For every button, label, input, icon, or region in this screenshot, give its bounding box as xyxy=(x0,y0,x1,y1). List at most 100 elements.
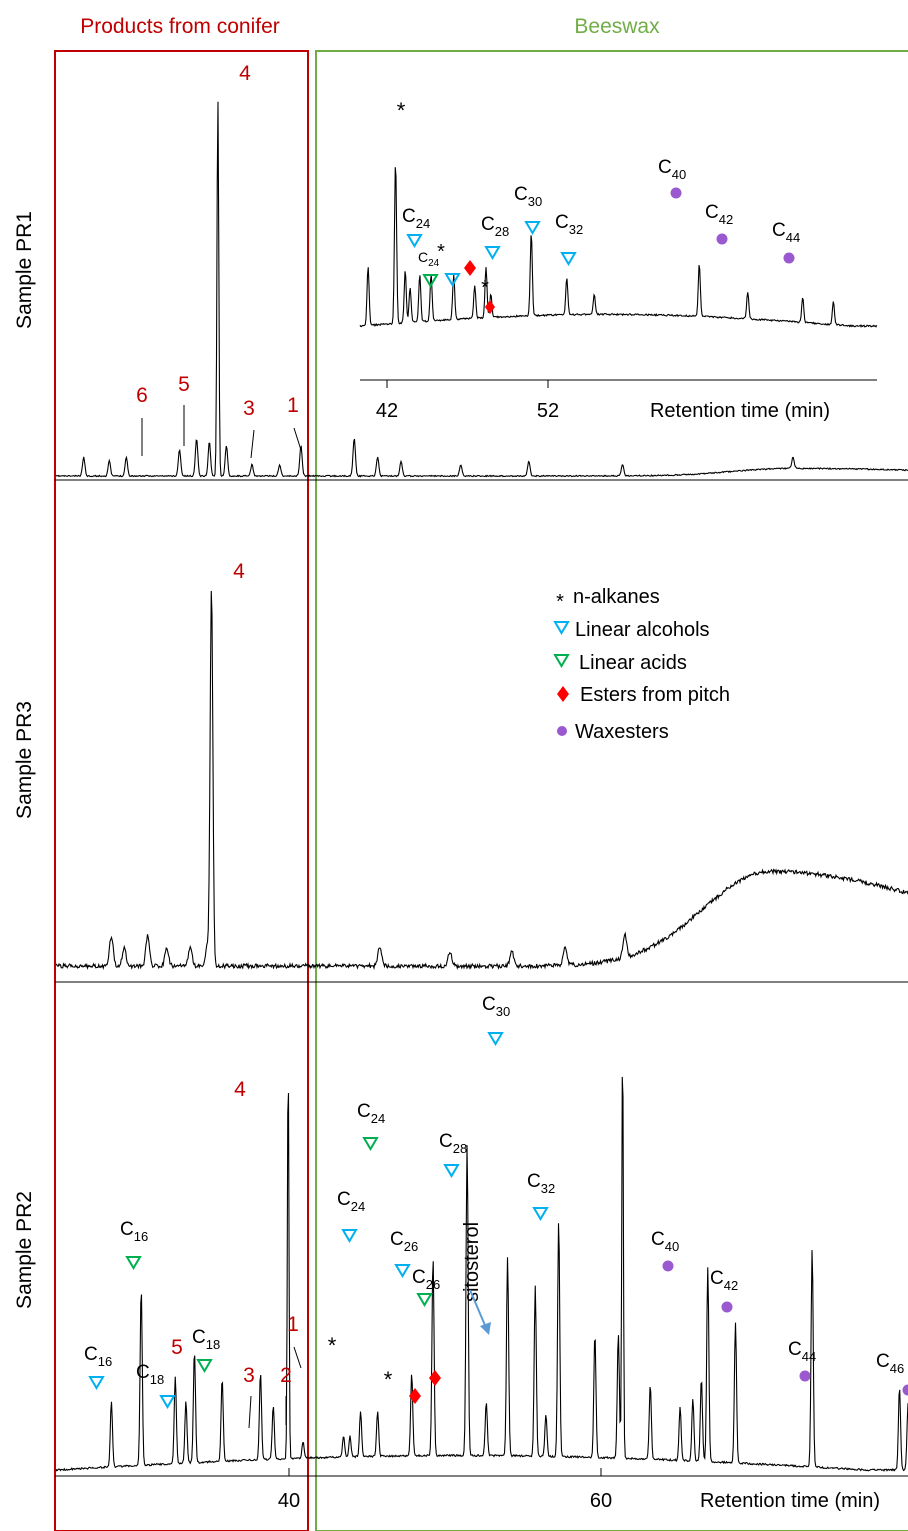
pr2-c18-alcohol-sub: 18 xyxy=(150,1372,164,1387)
pr1-peak-label-4: 4 xyxy=(239,62,251,85)
x-tick-label-60: 60 xyxy=(590,1490,612,1512)
pr2-c24-alcohol-sub: 24 xyxy=(351,1199,365,1214)
inset-c28-sub: 28 xyxy=(495,224,509,239)
pr2-c24-alcohol-label: C24 xyxy=(337,1189,365,1214)
pr2-c26-alcohol-label: C26 xyxy=(390,1229,418,1254)
pr2-c44-label: C44 xyxy=(788,1339,816,1364)
pr2-c30-marker xyxy=(487,1032,504,1046)
pr2-c40-label: C40 xyxy=(651,1229,679,1254)
pr2-c26-alcohol-marker xyxy=(394,1264,411,1278)
pr2-c46-label: C46 xyxy=(876,1351,904,1376)
pr2-c42-sub: 42 xyxy=(724,1278,738,1293)
pr2-c24-acid-label: C24 xyxy=(357,1101,385,1126)
pr1-peak-label-5: 5 xyxy=(178,373,190,396)
inset-annotations: * C24 * C24 * C28 C30 C32 C40 C42 C44 xyxy=(397,98,800,314)
pr2-c32-sub: 32 xyxy=(541,1181,555,1196)
pr1-peak-label-6: 6 xyxy=(136,384,148,407)
pr2-c40-marker xyxy=(662,1260,674,1272)
pr2-pitch-ester-marker-2 xyxy=(429,1370,441,1386)
pr2-c16-alcohol-sub: 16 xyxy=(98,1354,112,1369)
panel-label-pr1: Sample PR1 xyxy=(13,211,36,329)
panel-label-pr3: Sample PR3 xyxy=(13,701,36,819)
pr2-pointer-3 xyxy=(248,1395,252,1429)
pr2-c24-acid-marker xyxy=(362,1137,379,1151)
inset-c42-marker xyxy=(716,233,728,245)
pr2-c30-sub: 30 xyxy=(496,1004,510,1019)
pr2-c28-sub: 28 xyxy=(453,1141,467,1156)
pr2-peak-label-2: 2 xyxy=(280,1364,292,1387)
legend-alcohol-symbol xyxy=(553,621,570,635)
inset-c24-alcohol-marker xyxy=(406,234,423,248)
legend-alkane-label: n-alkanes xyxy=(573,586,660,608)
legend-acid-symbol xyxy=(553,654,570,668)
pr3-peak-label-4: 4 xyxy=(233,560,245,583)
inset-c30-sub: 30 xyxy=(528,194,542,209)
legend: * n-alkanes Linear alcohols Linear acids… xyxy=(553,586,730,743)
pr2-c32-label: C32 xyxy=(527,1171,555,1196)
inset-x-axis-title: Retention time (min) xyxy=(650,400,830,422)
inset-tick-label-42: 42 xyxy=(376,400,398,422)
legend-waxester-symbol xyxy=(557,726,567,736)
pr2-sitosterol-label: sitosterol xyxy=(461,1222,483,1302)
pr2-c28-marker xyxy=(443,1164,460,1178)
inset-c44-label: C44 xyxy=(772,220,800,245)
legend-pitch-label: Esters from pitch xyxy=(580,684,730,706)
beeswax-region-title: Beeswax xyxy=(574,15,660,38)
legend-alcohol-label: Linear alcohols xyxy=(575,619,710,641)
inset-c32-marker xyxy=(560,252,577,266)
legend-pitch-symbol xyxy=(557,686,569,702)
pr2-sitosterol-arrowhead xyxy=(480,1322,491,1335)
legend-alkane-symbol: * xyxy=(556,591,564,613)
inset-c28-label: C28 xyxy=(481,214,509,239)
pr2-c26-acid-sub: 26 xyxy=(426,1277,440,1292)
pr2-c18-acid-label: C18 xyxy=(192,1327,220,1352)
pr1-peak-label-3: 3 xyxy=(243,397,255,420)
inset-c40-marker xyxy=(670,187,682,199)
inset-c24-alcohol-label: C24 xyxy=(402,206,430,231)
inset-alkane-marker-2: * xyxy=(437,241,445,263)
pr2-c26-acid-label: C26 xyxy=(412,1267,440,1292)
inset-c32-sub: 32 xyxy=(569,222,583,237)
trace-sample-pr3 xyxy=(55,590,908,971)
trace-sample-pr1 xyxy=(55,101,908,478)
pr2-peak-label-4: 4 xyxy=(234,1078,246,1101)
legend-waxester-label: Waxesters xyxy=(575,721,669,743)
pr2-c16-acid-label: C16 xyxy=(120,1219,148,1244)
inset-c28-marker xyxy=(484,246,501,260)
pr2-annotations: 4 5 3 2 1 C16 C16 C18 C18 * C24 C24 * C2… xyxy=(84,994,908,1429)
pr2-c42-label: C42 xyxy=(710,1268,738,1293)
pr2-c26-alcohol-sub: 26 xyxy=(404,1239,418,1254)
inset-alkane-marker-3: * xyxy=(481,277,489,299)
inset-c44-marker xyxy=(783,252,795,264)
inset-c30-label: C30 xyxy=(514,184,542,209)
pr2-peak-label-3: 3 xyxy=(243,1364,255,1387)
inset-c44-sub: 44 xyxy=(786,230,800,245)
pr2-c30-label: C30 xyxy=(482,994,510,1019)
inset-c24-acid-sub: 24 xyxy=(428,258,440,269)
inset-c42-label: C42 xyxy=(705,202,733,227)
inset-c30-marker xyxy=(524,221,541,235)
pr2-c24-acid-sub: 24 xyxy=(371,1111,385,1126)
inset-c24-acid-marker xyxy=(422,274,439,288)
beeswax-region-box xyxy=(315,50,908,1531)
pr2-c24-alcohol-marker xyxy=(341,1229,358,1243)
pr1-pointer-3 xyxy=(250,429,255,459)
pr2-c16-acid-sub: 16 xyxy=(134,1229,148,1244)
inset-c42-sub: 42 xyxy=(719,212,733,227)
pr2-c18-alcohol-marker xyxy=(159,1395,176,1409)
pr2-c44-sub: 44 xyxy=(802,1349,816,1364)
inset-c40-sub: 40 xyxy=(672,167,686,182)
pr2-c16-alcohol-marker xyxy=(88,1376,105,1390)
legend-acid-label: Linear acids xyxy=(579,652,687,674)
trace-sample-pr1-inset xyxy=(359,167,878,328)
pr2-sitosterol-arrow xyxy=(469,1289,488,1331)
inset-c40-label: C40 xyxy=(658,157,686,182)
inset-c32-label: C32 xyxy=(555,212,583,237)
inset-alcohol-marker-2 xyxy=(444,273,461,287)
inset-alkane-marker-1: * xyxy=(397,98,406,123)
pr2-c44-marker xyxy=(799,1370,811,1382)
pr2-pitch-ester-marker-1 xyxy=(409,1388,421,1404)
pr2-c32-marker xyxy=(532,1207,549,1221)
pr2-alkane-marker-2: * xyxy=(384,1367,393,1392)
